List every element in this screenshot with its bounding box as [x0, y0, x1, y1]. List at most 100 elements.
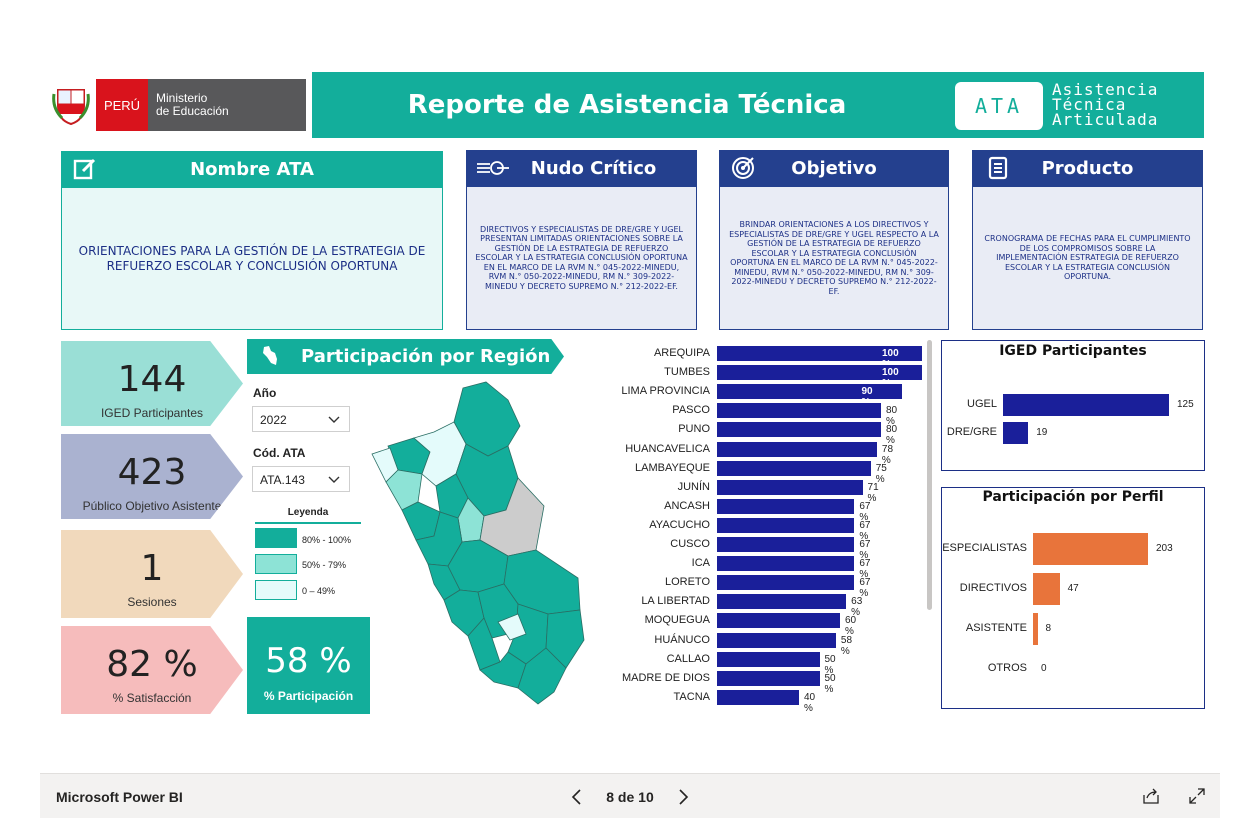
peru-map-icon	[263, 346, 277, 365]
region-chart-scrollbar[interactable]	[927, 340, 932, 610]
participation-kpi: 58 % % Participación	[247, 617, 370, 714]
page-title: Reporte de Asistencia Técnica	[407, 90, 847, 120]
map-region	[545, 609, 585, 669]
region-bar-value: 50 %	[824, 672, 836, 695]
region-bar-label: CUSCO	[670, 538, 710, 550]
iged-value: 19	[1036, 427, 1048, 438]
region-bar-value: 71 %	[867, 481, 879, 504]
legend-label: 80% - 100%	[302, 535, 352, 545]
region-bar[interactable]	[717, 460, 871, 476]
producto-title: Producto	[1041, 157, 1134, 179]
title-bar	[312, 72, 1204, 138]
chevron-left-icon[interactable]	[570, 788, 584, 806]
nudo-critico-title: Nudo Crítico	[530, 157, 657, 179]
chevron-down-icon	[328, 476, 340, 483]
perfil-chart-title: Participación por Perfil	[982, 489, 1164, 505]
ata-subtitle: Asistencia Técnica Articulada	[1052, 82, 1202, 129]
region-bar[interactable]	[717, 613, 840, 629]
region-bar[interactable]	[717, 384, 902, 400]
perfil-bar[interactable]	[1033, 573, 1060, 605]
region-bar[interactable]	[717, 670, 820, 686]
ata-subtitle-line: Articulada	[1052, 110, 1159, 129]
kpi-label: % Satisfacción	[112, 691, 192, 705]
year-filter-label: Año	[253, 386, 277, 400]
page-navigator: 8 de 10	[570, 786, 690, 808]
perfil-value: 0	[1041, 663, 1047, 674]
producto-text: CRONOGRAMA DE FECHAS PARA EL CUMPLIMIENT…	[972, 186, 1203, 330]
region-bar[interactable]	[717, 556, 855, 572]
region-bar-value: 75 %	[875, 462, 887, 485]
region-bar[interactable]	[717, 651, 820, 667]
region-bar-value: 78 %	[881, 443, 894, 466]
region-bar[interactable]	[717, 575, 855, 591]
perfil-chart-panel	[941, 487, 1205, 709]
legend-swatch-mid	[255, 554, 297, 574]
nombre-ata-text: ORIENTACIONES PARA LA GESTIÓN DE LA ESTR…	[61, 187, 443, 330]
code-select[interactable]: ATA.143	[252, 466, 350, 492]
code-filter-label: Cód. ATA	[253, 446, 306, 460]
region-bar[interactable]	[717, 441, 877, 457]
region-bar-label: LAMBAYEQUE	[635, 461, 710, 474]
logo-ministry: Ministerio de Educación	[148, 79, 306, 131]
objetivo-title: Objetivo	[791, 157, 877, 179]
kpi-iged-participantes: 144 IGED Participantes	[61, 341, 243, 426]
region-bar-value: 58 %	[840, 634, 853, 657]
region-bar-label: MADRE DE DIOS	[621, 671, 710, 684]
region-bar-value: 63 %	[851, 596, 863, 619]
region-bar-value: 67 %	[859, 558, 871, 581]
region-bar-value: 67 %	[859, 519, 871, 542]
map-region	[467, 617, 501, 671]
region-bar[interactable]	[717, 537, 855, 552]
chevron-right-icon[interactable]	[676, 788, 690, 806]
perfil-label: ASISTENTE	[965, 622, 1027, 634]
region-bar[interactable]	[717, 403, 881, 419]
region-bar[interactable]	[717, 594, 847, 610]
perfil-bar[interactable]	[1033, 613, 1038, 645]
region-bar[interactable]	[717, 498, 855, 514]
legend-label: 50% - 79%	[302, 560, 347, 570]
region-bar-label: TACNA	[673, 690, 710, 703]
chevron-down-icon	[328, 416, 340, 423]
target-icon	[732, 157, 754, 179]
region-bar[interactable]	[717, 517, 855, 533]
region-bar[interactable]	[717, 365, 922, 381]
participation-value: 58 %	[265, 641, 352, 681]
participation-label: % Participación	[263, 689, 354, 703]
region-bar[interactable]	[717, 422, 881, 438]
minedu-logo: PERÚ Ministerio de Educación	[46, 79, 306, 131]
perfil-bar[interactable]	[1033, 533, 1148, 565]
nombre-ata-title: Nombre ATA	[190, 158, 314, 180]
map-region	[517, 647, 567, 705]
powerbi-brand: Microsoft Power BI	[56, 789, 183, 805]
region-bar-label: AREQUIPA	[653, 347, 710, 359]
legend-label: 0 – 49%	[302, 586, 336, 596]
region-bar[interactable]	[717, 479, 863, 495]
region-bar-value: 67 %	[859, 500, 871, 523]
kpi-value: 1	[140, 548, 164, 589]
region-bar[interactable]	[717, 632, 836, 648]
year-select[interactable]: 2022	[252, 406, 350, 432]
coat-of-arms-icon	[46, 79, 96, 131]
peru-region-map[interactable]	[368, 378, 590, 708]
region-bar-value: 50 %	[824, 653, 836, 676]
kpi-label: Sesiones	[127, 595, 177, 609]
region-bar[interactable]	[717, 346, 922, 361]
producto-header: Producto	[972, 150, 1203, 186]
ata-badge: ATA	[955, 82, 1043, 130]
share-icon[interactable]	[1142, 787, 1160, 805]
region-bar[interactable]	[717, 689, 799, 705]
iged-bar[interactable]	[1003, 394, 1169, 416]
iged-bar[interactable]	[1003, 422, 1029, 444]
kpi-value: 82 %	[106, 644, 198, 685]
nombre-ata-header: Nombre ATA	[61, 151, 443, 187]
kpi-sesiones: 1 Sesiones	[61, 530, 243, 618]
region-bar-value: 67 %	[859, 577, 871, 600]
region-bar-label: MOQUEGUA	[644, 614, 710, 627]
perfil-value: 203	[1156, 543, 1173, 554]
perfil-value: 47	[1067, 583, 1079, 594]
region-bar-value: 40 %	[804, 691, 816, 714]
fullscreen-icon[interactable]	[1188, 787, 1206, 805]
perfil-label: DIRECTIVOS	[959, 582, 1027, 594]
kpi-value: 423	[117, 452, 187, 493]
region-bar-value: 100 %	[882, 348, 899, 370]
